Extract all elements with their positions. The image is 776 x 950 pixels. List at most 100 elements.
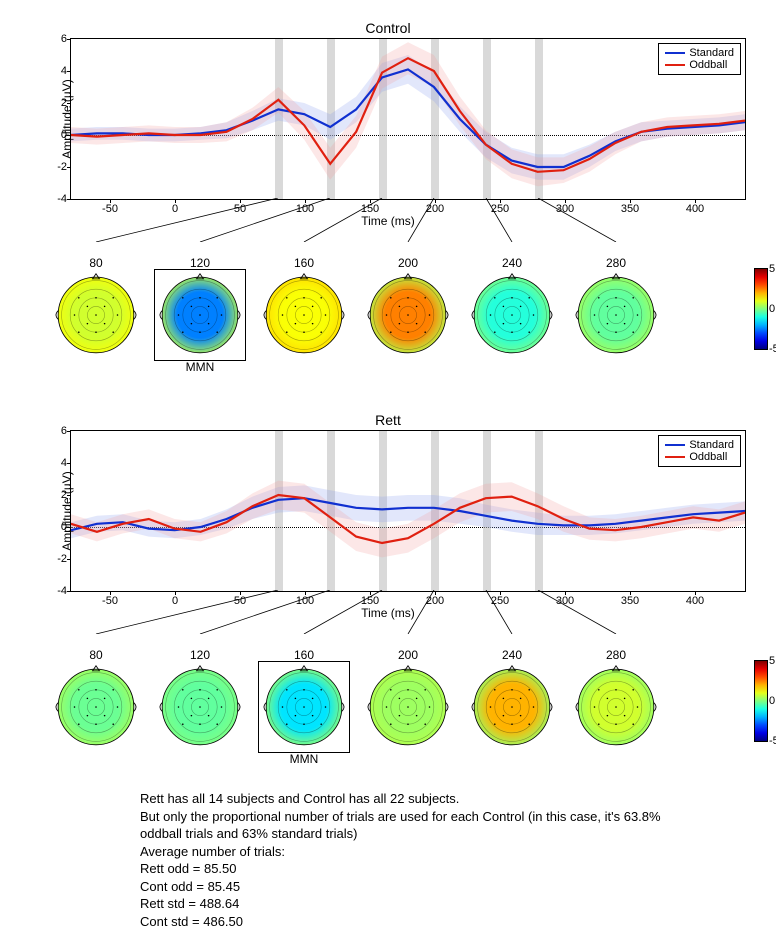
x-tick: 150 xyxy=(361,203,379,215)
x-tick: 0 xyxy=(172,203,178,215)
x-tick: 50 xyxy=(234,595,246,607)
topo-time-label: 280 xyxy=(606,648,626,662)
topo-map: 240 xyxy=(464,648,560,750)
x-axis-label: Time (ms) xyxy=(20,606,756,620)
caption-line: Rett has all 14 subjects and Control has… xyxy=(140,790,676,808)
erp-plot: Amplitude (µV)-4-20246-50050100150200250… xyxy=(70,38,746,200)
caption-line: Cont odd = 85.45 xyxy=(140,878,676,896)
erp-plot: Amplitude (µV)-4-20246-50050100150200250… xyxy=(70,430,746,592)
x-tick: 400 xyxy=(686,595,704,607)
x-tick: 100 xyxy=(296,595,314,607)
y-tick: 0 xyxy=(43,521,67,533)
x-tick: 150 xyxy=(361,595,379,607)
y-tick: -4 xyxy=(43,585,67,597)
x-tick: 350 xyxy=(621,203,639,215)
topo-time-label: 80 xyxy=(89,256,102,270)
x-tick: -50 xyxy=(102,203,118,215)
x-tick: -50 xyxy=(102,595,118,607)
topo-time-label: 200 xyxy=(398,256,418,270)
caption-line: Average number of trials: xyxy=(140,843,676,861)
y-tick: -4 xyxy=(43,193,67,205)
x-tick: 350 xyxy=(621,595,639,607)
topo-head xyxy=(469,272,555,358)
legend-standard: Standard xyxy=(665,439,734,451)
colorbar-tick: -5 xyxy=(769,735,776,747)
x-tick: 300 xyxy=(556,595,574,607)
panel-control: Control Amplitude (µV)-4-20246-5005010015… xyxy=(20,20,756,374)
y-tick: 6 xyxy=(43,33,67,45)
x-tick: 250 xyxy=(491,595,509,607)
legend-oddball: Oddball xyxy=(665,451,734,463)
y-tick: 0 xyxy=(43,129,67,141)
y-tick: -2 xyxy=(43,553,67,565)
topo-map: 120 MMN xyxy=(152,256,248,374)
colorbar-tick: 0 xyxy=(769,303,775,315)
topo-head xyxy=(469,664,555,750)
topo-head xyxy=(365,272,451,358)
y-tick: 2 xyxy=(43,489,67,501)
topo-head xyxy=(53,664,139,750)
topo-time-label: 120 xyxy=(190,648,210,662)
y-tick: 4 xyxy=(43,457,67,469)
x-tick: 250 xyxy=(491,203,509,215)
legend: Standard Oddball xyxy=(658,43,741,75)
topo-map: 120 xyxy=(152,648,248,750)
topo-time-label: 200 xyxy=(398,648,418,662)
topo-head xyxy=(154,269,246,361)
colorbar-tick: -5 xyxy=(769,343,776,355)
topo-map: 200 xyxy=(360,648,456,750)
topo-head xyxy=(573,664,659,750)
topo-time-label: 80 xyxy=(89,648,102,662)
topo-map: 240 xyxy=(464,256,560,358)
colorbar-tick: 0 xyxy=(769,695,775,707)
y-tick: 6 xyxy=(43,425,67,437)
topo-map: 280 xyxy=(568,648,664,750)
x-tick: 50 xyxy=(234,203,246,215)
x-tick: 300 xyxy=(556,203,574,215)
x-axis-label: Time (ms) xyxy=(20,214,756,228)
topo-head xyxy=(261,272,347,358)
topo-head xyxy=(258,661,350,753)
topo-map: 200 xyxy=(360,256,456,358)
topo-time-label: 160 xyxy=(294,256,314,270)
legend-standard: Standard xyxy=(665,47,734,59)
topo-time-label: 160 xyxy=(294,648,314,662)
topo-row: 80 120 xyxy=(48,256,756,374)
caption-line: Rett std = 488.64 xyxy=(140,895,676,913)
y-tick: 4 xyxy=(43,65,67,77)
caption-line: But only the proportional number of tria… xyxy=(140,808,676,843)
x-tick: 400 xyxy=(686,203,704,215)
topo-time-label: 120 xyxy=(190,256,210,270)
topo-map: 160 MMN xyxy=(256,648,352,766)
y-tick: -2 xyxy=(43,161,67,173)
topo-map: 160 xyxy=(256,256,352,358)
colorbar-tick: 5 xyxy=(769,263,775,275)
legend-oddball: Oddball xyxy=(665,59,734,71)
caption-line: Rett odd = 85.50 xyxy=(140,860,676,878)
colorbar: 50-5 xyxy=(754,660,768,742)
caption-line: Cont std = 486.50 xyxy=(140,913,676,931)
topo-time-label: 280 xyxy=(606,256,626,270)
topo-map: 80 xyxy=(48,648,144,750)
topo-time-label: 240 xyxy=(502,648,522,662)
x-tick: 0 xyxy=(172,595,178,607)
colorbar-tick: 5 xyxy=(769,655,775,667)
panel-title: Control xyxy=(20,20,756,36)
legend: Standard Oddball xyxy=(658,435,741,467)
topo-head xyxy=(365,664,451,750)
x-tick: 200 xyxy=(426,203,444,215)
y-tick: 2 xyxy=(43,97,67,109)
panel-rett: Rett Amplitude (µV)-4-20246-5005010015020… xyxy=(20,412,756,766)
colorbar: 50-5 xyxy=(754,268,768,350)
figure: Control Amplitude (µV)-4-20246-5005010015… xyxy=(20,20,756,930)
panel-title: Rett xyxy=(20,412,756,428)
x-tick: 200 xyxy=(426,595,444,607)
topo-head xyxy=(157,664,243,750)
topo-map: 280 xyxy=(568,256,664,358)
topo-head xyxy=(53,272,139,358)
topo-head xyxy=(573,272,659,358)
x-tick: 100 xyxy=(296,203,314,215)
topo-time-label: 240 xyxy=(502,256,522,270)
topo-row: 80 120 xyxy=(48,648,756,766)
topo-map: 80 xyxy=(48,256,144,358)
